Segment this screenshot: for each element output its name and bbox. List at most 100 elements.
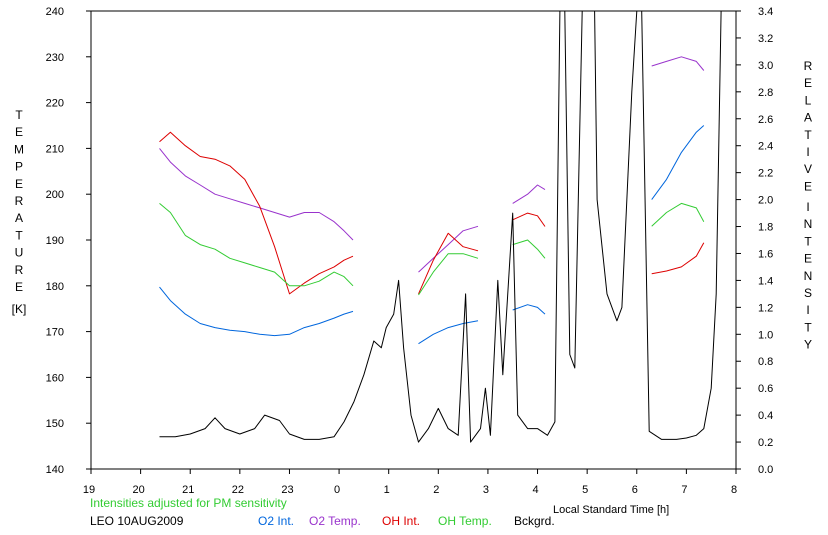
right-tick-label: 0.6 <box>758 383 773 395</box>
x-tick-label: 5 <box>582 484 588 496</box>
right-tick-label: 1.8 <box>758 222 773 234</box>
left-tick-label: 230 <box>46 52 64 64</box>
right-axis-letter: E <box>804 179 812 193</box>
x-tick-label: 1 <box>384 484 390 496</box>
left-tick-label: 160 <box>46 372 64 384</box>
right-axis-letter: L <box>805 93 812 107</box>
left-axis-letter: M <box>14 142 24 156</box>
right-tick-label: 1.2 <box>758 302 773 314</box>
legend-item: OH Int. <box>382 514 421 528</box>
legend-item: Bckgrd. <box>514 514 555 528</box>
series-line-o2-temp <box>418 225 479 273</box>
series-line-bckgrd <box>564 11 583 369</box>
right-tick-label: 0.8 <box>758 356 773 368</box>
series-line-o2-int <box>159 286 354 337</box>
right-tick-label: 3.0 <box>758 60 773 72</box>
right-tick-label: 1.6 <box>758 248 773 260</box>
right-tick-label: 1.4 <box>758 275 773 287</box>
right-tick-label: 2.6 <box>758 114 773 126</box>
series-line-oh-temp <box>512 239 546 259</box>
right-axis-letter: V <box>804 162 812 176</box>
series-line-bckgrd <box>641 11 722 440</box>
left-axis-letter: T <box>15 108 23 122</box>
x-tick-label: 7 <box>681 484 687 496</box>
right-tick-label: 0.4 <box>758 410 773 422</box>
station-date-label: LEO 10AUG2009 <box>90 514 184 528</box>
right-axis-letter: N <box>804 217 813 231</box>
x-tick-label: 0 <box>334 484 340 496</box>
right-axis-letter: T <box>804 320 812 334</box>
left-tick-label: 220 <box>46 98 64 110</box>
x-tick-label: 3 <box>483 484 489 496</box>
left-tick-label: 200 <box>46 189 64 201</box>
left-tick-label: 180 <box>46 281 64 293</box>
series-line-oh-int <box>159 131 354 295</box>
right-axis-letter: E <box>804 252 812 266</box>
series-line-oh-temp <box>418 253 479 296</box>
x-tick-label: 8 <box>731 484 737 496</box>
left-axis-letter: P <box>15 160 23 174</box>
legend-item: O2 Temp. <box>309 514 361 528</box>
pm-sensitivity-note: Intensities adjusted for PM sensitivity <box>90 496 287 510</box>
legend-item: OH Temp. <box>438 514 492 528</box>
right-axis-letter: I <box>806 303 809 317</box>
series-line-oh-temp <box>159 203 354 287</box>
series-line-o2-int <box>512 304 546 315</box>
series-line-oh-int <box>512 212 546 227</box>
right-axis-letter: R <box>804 59 813 73</box>
x-axis-ticks: 19 20 21 22 23 0 1 2 3 4 5 6 7 8 <box>83 469 737 496</box>
right-axis-ticks: 0.0 0.2 0.4 0.6 0.8 1.0 1.2 1.4 1.6 1.8 2.0 2.2 2.4 2… <box>736 6 773 476</box>
left-tick-label: 190 <box>46 235 64 247</box>
left-axis-letter: A <box>15 211 23 225</box>
right-axis-letter: T <box>804 234 812 248</box>
right-axis-letter: S <box>804 286 812 300</box>
series-line-o2-temp <box>512 184 546 204</box>
left-axis-letter: E <box>15 280 23 294</box>
right-tick-label: 2.8 <box>758 87 773 99</box>
left-tick-label: 210 <box>46 143 64 155</box>
right-tick-label: 1.0 <box>758 329 773 341</box>
series-line-bckgrd <box>594 11 638 322</box>
x-tick-label: 2 <box>433 484 439 496</box>
series-line-o2-int <box>651 125 705 200</box>
series-line-o2-temp <box>159 148 354 241</box>
right-tick-label: 3.4 <box>758 6 773 18</box>
left-axis-letter: R <box>15 194 24 208</box>
x-tick-label: 21 <box>182 484 194 496</box>
left-axis-letter: E <box>15 125 23 139</box>
right-axis-letter: Y <box>804 338 812 352</box>
right-axis-letter: N <box>804 269 813 283</box>
left-axis-letter: T <box>15 228 23 242</box>
left-axis-letter: U <box>15 246 24 260</box>
x-tick-label: 20 <box>132 484 144 496</box>
right-axis-letter: A <box>804 111 812 125</box>
x-tick-label: 4 <box>532 484 538 496</box>
x-tick-label: 19 <box>83 484 95 496</box>
left-axis-ticks: 140 150 160 170 180 190 200 210 220 230 240 <box>46 6 91 476</box>
right-tick-label: 2.2 <box>758 168 773 180</box>
x-tick-label: 6 <box>632 484 638 496</box>
series-line-oh-int <box>418 232 479 295</box>
series-line-oh-int <box>651 242 705 275</box>
left-axis-letter: E <box>15 177 23 191</box>
left-tick-label: 170 <box>46 327 64 339</box>
x-tick-label: 23 <box>281 484 293 496</box>
right-tick-label: 2.4 <box>758 141 773 153</box>
left-tick-label: 150 <box>46 418 64 430</box>
right-tick-label: 0.0 <box>758 464 773 476</box>
right-tick-label: 0.2 <box>758 437 773 449</box>
plot-frame <box>90 10 737 470</box>
series-line-o2-temp <box>651 56 705 71</box>
right-tick-label: 3.2 <box>758 33 773 45</box>
left-tick-label: 240 <box>46 6 64 18</box>
x-tick-label: 22 <box>232 484 244 496</box>
right-axis-letter: I <box>806 145 809 159</box>
series-line-o2-int <box>418 320 479 345</box>
right-axis-letter: I <box>806 200 809 214</box>
right-axis-letter: E <box>804 76 812 90</box>
series-line-bckgrd <box>159 11 561 443</box>
left-axis-letter: R <box>15 263 24 277</box>
